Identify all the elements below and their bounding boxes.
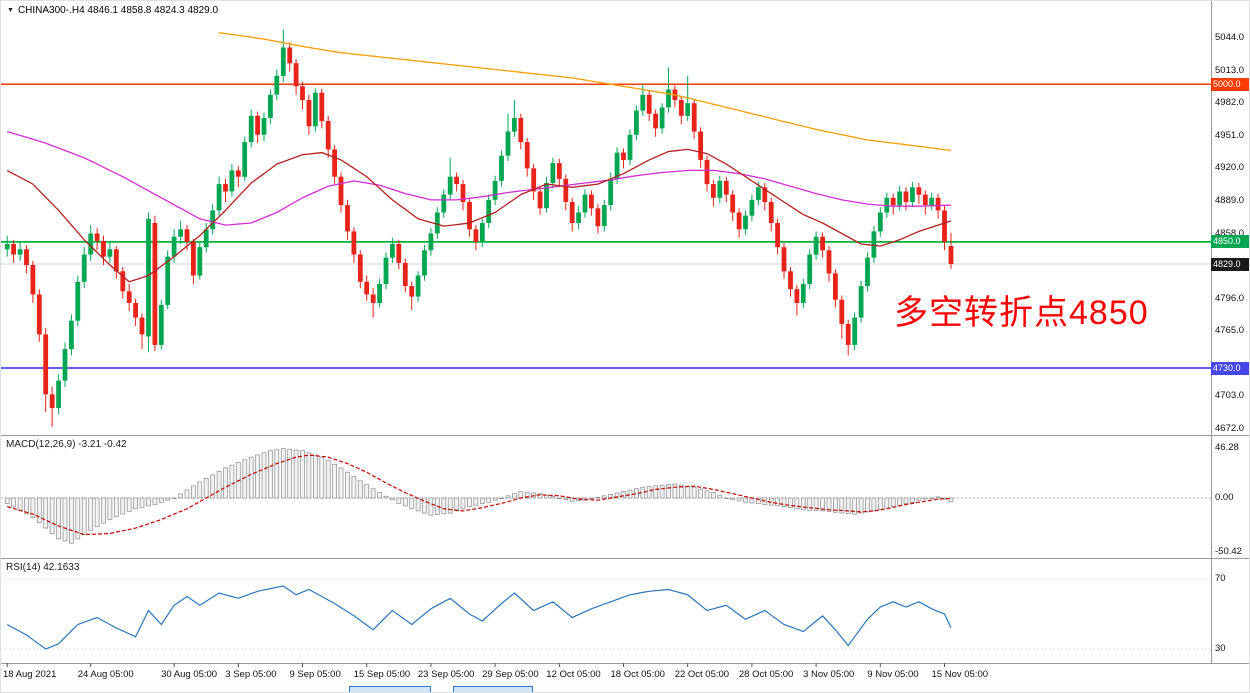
rsi-indicator-label: RSI(14) 42.1633 <box>6 562 80 573</box>
price-axis[interactable]: 5044.0 5013.0 4982.0 4951.0 4920.0 4889.0 4858… <box>1211 1 1249 663</box>
price-marker: 5000.0 <box>1211 77 1249 91</box>
time-axis-label: 3 Sep 05:00 <box>225 669 277 680</box>
price-axis-tick: 4796.0 <box>1215 292 1245 304</box>
time-axis-label: 30 Aug 05:00 <box>161 669 218 680</box>
horizontal-lines <box>1 83 1211 369</box>
time-axis-label: 22 Oct 05:00 <box>674 669 730 680</box>
price-axis-tick: 5013.0 <box>1215 64 1245 76</box>
time-axis-label: 18 Oct 05:00 <box>610 669 665 680</box>
rsi-axis-tick: 70 <box>1215 573 1226 584</box>
time-axis-label: 15 Sep 05:00 <box>353 669 411 680</box>
candles <box>4 29 954 427</box>
price-axis-tick: 4672.0 <box>1215 423 1245 434</box>
macd-axis-tick: 0.00 <box>1215 492 1234 503</box>
price-axis-tick: 4982.0 <box>1215 97 1245 109</box>
macd-histogram <box>4 448 954 544</box>
price-axis-tick: 4858.0 <box>1215 227 1245 239</box>
time-axis-label: 15 Nov 05:00 <box>931 669 989 680</box>
symbol-ohlc-text: CHINA300-.H4 4846.1 4858.8 4824.3 4829.0 <box>17 5 219 16</box>
macd-indicator-label: MACD(12,26,9) -3.21 -0.42 <box>6 439 127 450</box>
rsi-axis-tick: 30 <box>1215 643 1226 654</box>
price-marker: 4829.0 <box>1211 257 1249 271</box>
time-axis-label: 23 Sep 05:00 <box>417 669 475 680</box>
taskbar-item[interactable] <box>453 686 533 692</box>
macd-signal-line <box>7 454 952 536</box>
ma-fast-red <box>6 148 952 283</box>
taskbar-item[interactable] <box>349 686 431 692</box>
taskbar <box>1 685 1249 692</box>
price-marker: 4850.0 <box>1211 235 1249 249</box>
macd-axis-tick: -50.42 <box>1215 546 1242 558</box>
price-marker: 4730.0 <box>1211 361 1249 375</box>
price-axis-tick: 4951.0 <box>1215 129 1245 141</box>
time-axis-label: 3 Nov 05:00 <box>803 669 855 680</box>
time-axis-label: 12 Oct 05:00 <box>546 669 601 680</box>
time-axis-label: 9 Nov 05:00 <box>867 669 919 680</box>
price-axis-tick: 5044.0 <box>1215 32 1245 43</box>
price-axis-tick: 4765.0 <box>1215 325 1245 337</box>
time-axis-label: 28 Oct 05:00 <box>738 669 794 680</box>
ma-slow-orange <box>219 32 952 152</box>
time-axis-label: 9 Sep 05:00 <box>289 669 341 680</box>
time-axis-label: 24 Aug 05:00 <box>77 669 134 680</box>
ma-mid-magenta <box>7 130 952 226</box>
time-axis[interactable]: 18 Aug 2021 24 Aug 05:00 30 Aug 05:00 3 Sep… <box>1 665 1211 685</box>
collapse-icon[interactable]: ▼ <box>7 6 14 14</box>
rsi-line <box>6 585 952 650</box>
time-axis-label: 29 Sep 05:00 <box>482 669 539 680</box>
price-axis-tick: 4703.0 <box>1215 390 1245 402</box>
price-axis-tick: 4889.0 <box>1215 194 1245 206</box>
price-axis-tick: 4920.0 <box>1215 162 1245 174</box>
chart-annotation: 多空转折点4850 <box>894 294 1149 332</box>
time-axis-label: 18 Aug 2021 <box>3 669 57 680</box>
macd-axis-tick: 46.28 <box>1215 442 1239 454</box>
symbol-header: ▼ CHINA300-.H4 4846.1 4858.8 4824.3 4829… <box>7 5 218 16</box>
